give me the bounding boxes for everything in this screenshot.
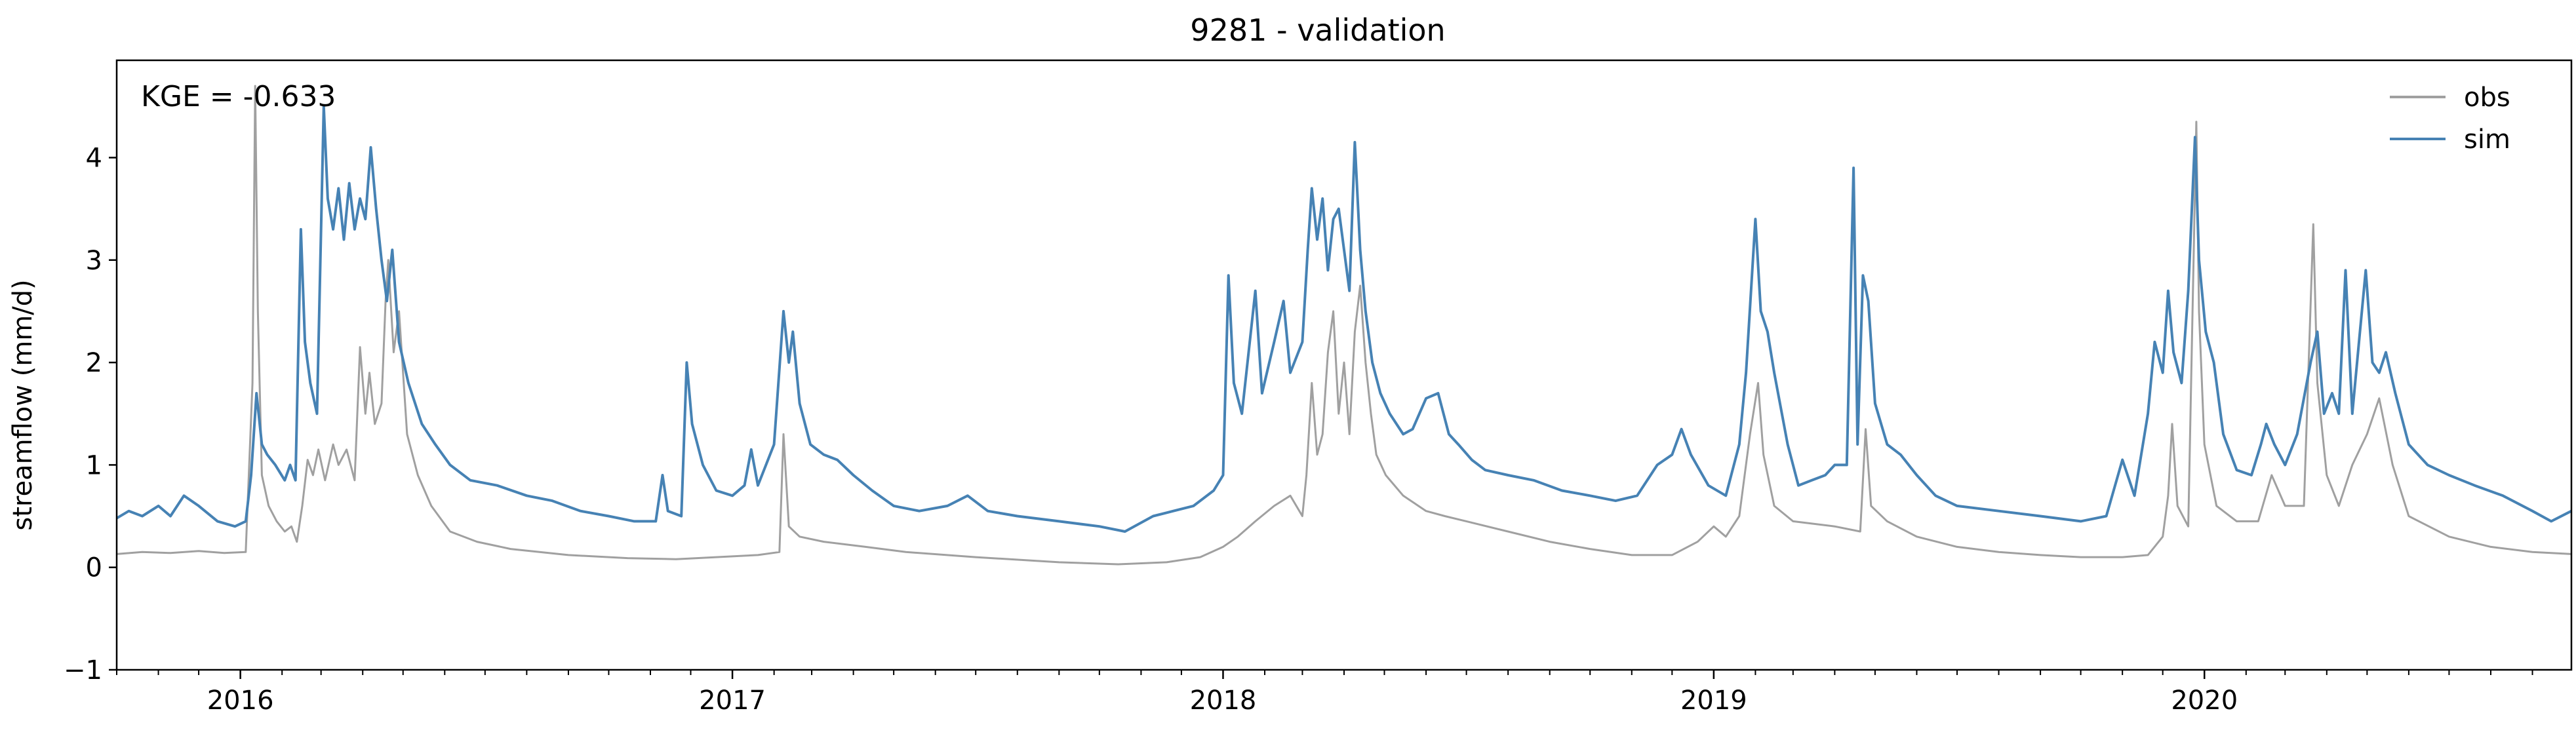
series-line-sim <box>115 105 2572 533</box>
x-tick-label: 2018 <box>1190 686 1257 716</box>
y-tick-label: 2 <box>86 348 102 378</box>
legend-sim-label: sim <box>2464 125 2510 155</box>
legend-obs-label: obs <box>2464 83 2510 113</box>
y-tick-label: 3 <box>86 246 102 276</box>
y-tick-label: 4 <box>86 143 102 173</box>
series-line-obs <box>116 85 2572 566</box>
x-tick-label: 2016 <box>207 686 274 716</box>
x-tick-label: 2017 <box>699 686 766 716</box>
x-tick-label: 2019 <box>1680 686 1747 716</box>
y-tick-label: −1 <box>64 655 102 686</box>
x-tick-label: 2020 <box>2171 686 2238 716</box>
chart-title: 9281 - validation <box>1190 12 1445 48</box>
y-axis-label: streamflow (mm/d) <box>8 279 38 530</box>
kge-annotation: KGE = -0.633 <box>141 80 336 113</box>
y-tick-label: 0 <box>86 553 102 583</box>
legend: obs sim <box>2390 83 2510 155</box>
y-tick-label: 1 <box>86 450 102 480</box>
plot-area: −1 0 1 2 3 4 2016 2017 2018 2019 2020 <box>64 59 2573 716</box>
